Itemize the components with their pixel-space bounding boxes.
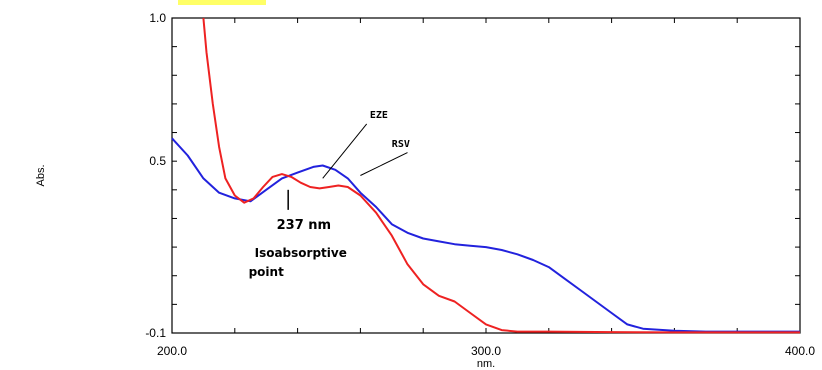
y-tick-label: 1.0 bbox=[149, 11, 166, 25]
plot-frame bbox=[171, 17, 801, 334]
annotations: EZE RSV 237 nm Isoabsorptive point bbox=[249, 110, 410, 279]
plot-axes bbox=[171, 17, 801, 334]
wavelength-label: 237 nm bbox=[277, 218, 331, 233]
x-tick-label: 300.0 bbox=[471, 344, 501, 358]
series-lines bbox=[171, 17, 800, 334]
y-tick-label: 0.5 bbox=[149, 154, 166, 168]
x-axis-label: nm. bbox=[477, 358, 495, 370]
tick-labels: 200.0 300.0 400.0 1.0 0.5 -0.1 bbox=[145, 11, 815, 358]
eze-leader-line bbox=[322, 123, 368, 179]
x-tick-label: 200.0 bbox=[157, 344, 187, 358]
rsv-label: RSV bbox=[392, 139, 410, 150]
y-tick-label: -0.1 bbox=[145, 326, 166, 340]
x-tick-label: 400.0 bbox=[785, 344, 815, 358]
tick-marks bbox=[171, 17, 801, 334]
corner-highlight bbox=[178, 0, 266, 5]
y-axis-label: Abs. bbox=[35, 164, 47, 186]
rsv-leader-line bbox=[360, 152, 408, 176]
series-line-eze bbox=[171, 137, 800, 333]
isoabsorptive-label: Isoabsorptive bbox=[255, 246, 347, 260]
series-line-rsv bbox=[202, 17, 800, 334]
point-label: point bbox=[249, 265, 284, 279]
eze-label: EZE bbox=[370, 110, 388, 121]
